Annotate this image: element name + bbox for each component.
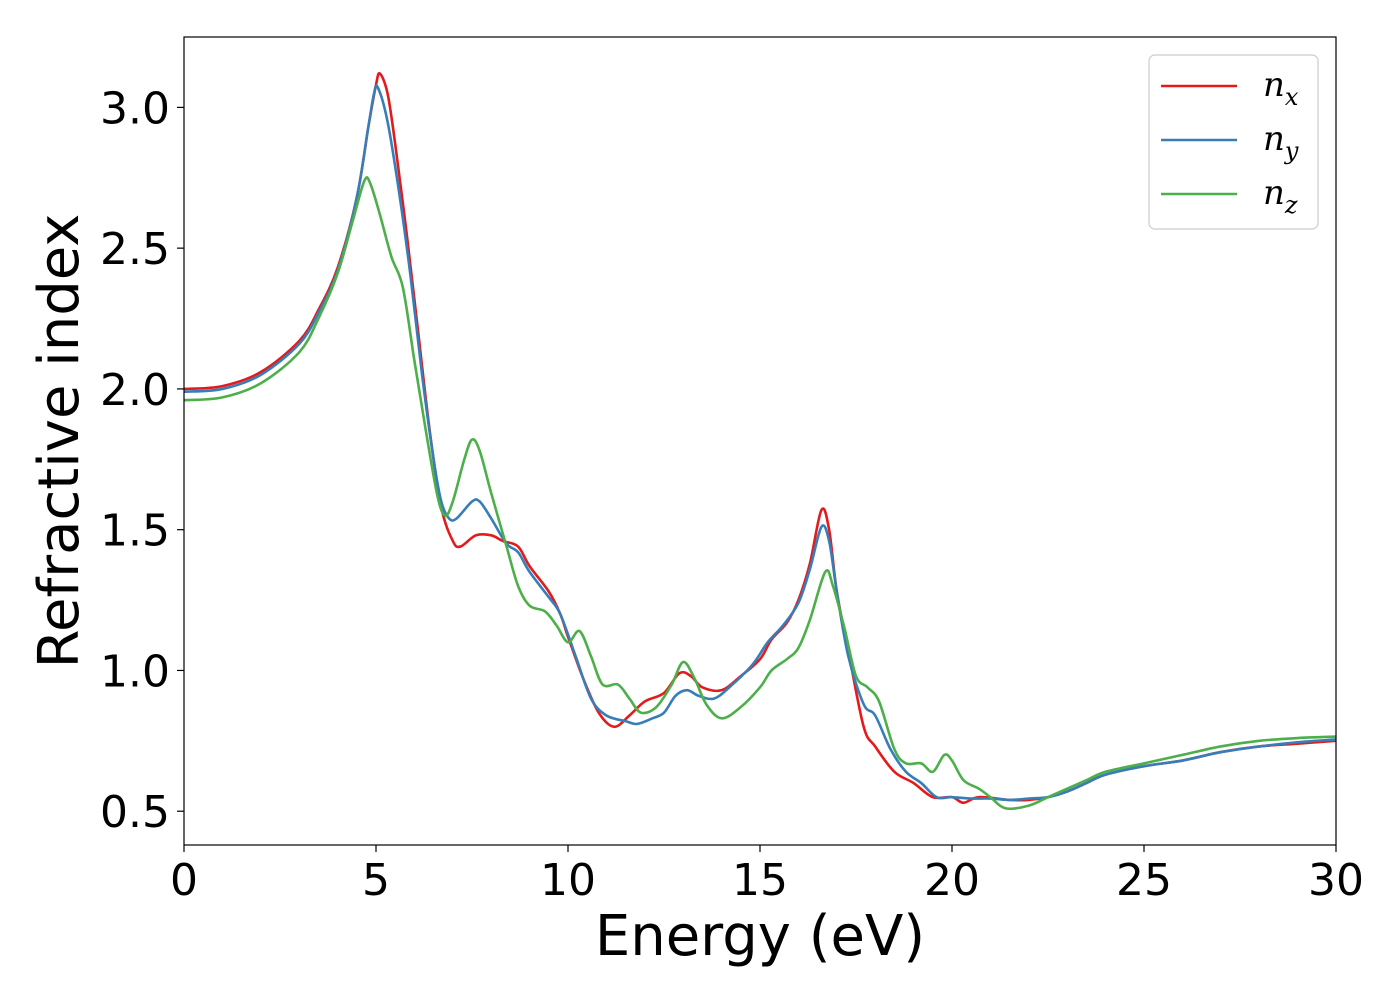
- x-tick-label: 15: [732, 855, 788, 906]
- y-tick-label: 2.0: [100, 365, 170, 416]
- y-axis-label: Refractive index: [27, 214, 92, 669]
- y-tick-label: 2.5: [100, 224, 170, 275]
- x-axis-label: Energy (eV): [595, 904, 925, 969]
- y-tick-label: 3.0: [100, 83, 170, 134]
- y-tick-label: 0.5: [100, 787, 170, 838]
- x-tick-label: 25: [1116, 855, 1172, 906]
- series-line-ny: [184, 84, 1336, 802]
- x-tick-label: 0: [170, 855, 198, 906]
- x-tick-label: 5: [362, 855, 390, 906]
- series-layer: [184, 72, 1336, 811]
- x-axis-ticks: 0 5 10 15 20 25 30: [170, 845, 1364, 906]
- y-tick-label: 1.0: [100, 646, 170, 697]
- x-tick-label: 30: [1308, 855, 1364, 906]
- y-axis-ticks: 0.5 1.0 1.5 2.0 2.5 3.0: [100, 83, 184, 838]
- legend-box: [1148, 54, 1319, 230]
- x-tick-label: 20: [924, 855, 980, 906]
- y-tick-label: 1.5: [100, 506, 170, 557]
- x-tick-label: 10: [540, 855, 596, 906]
- series-line-nz: [184, 176, 1336, 811]
